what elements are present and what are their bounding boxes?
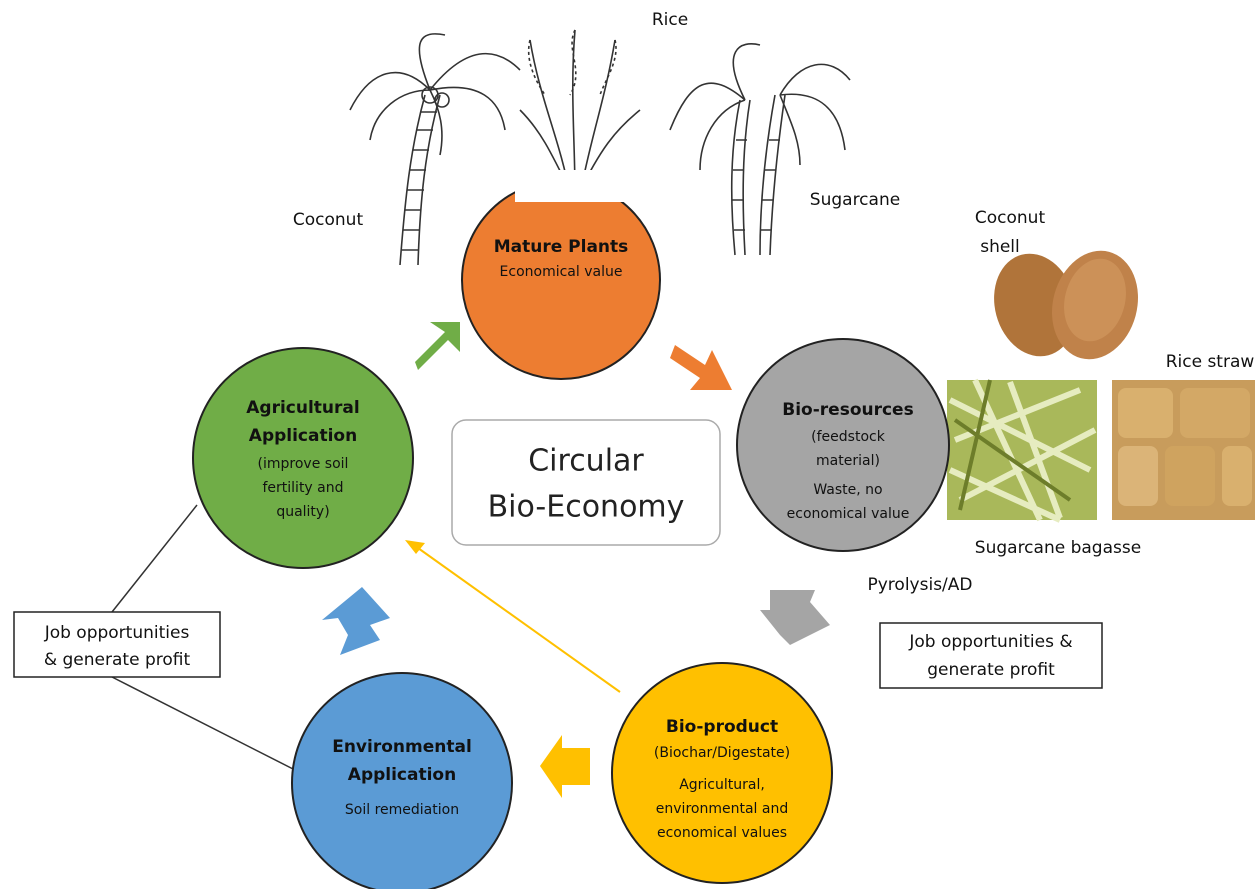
node-text: (feedstock	[811, 429, 886, 445]
box-text: Job opportunities &	[908, 632, 1072, 652]
node-text: Soil remediation	[345, 802, 459, 818]
node-circle	[612, 663, 832, 883]
label: Pyrolysis/AD	[868, 575, 973, 595]
node-text: Agricultural,	[679, 777, 765, 793]
node-text: (improve soil	[258, 456, 349, 472]
node-circle	[462, 181, 660, 379]
node-text: fertility and	[262, 480, 343, 496]
node-title: Environmental	[332, 737, 472, 757]
node-text: (Biochar/Digestate)	[654, 745, 790, 761]
label: shell	[980, 237, 1020, 257]
node-text: Waste, no	[813, 482, 882, 498]
node-title: Agricultural	[246, 398, 359, 418]
node-text: environmental and	[656, 801, 788, 817]
box-text: & generate profit	[44, 650, 191, 670]
node-text: material)	[816, 453, 880, 469]
arrow	[760, 590, 830, 645]
node-text: economical values	[657, 825, 787, 841]
sugarcane-sketch	[670, 44, 850, 255]
node-title: Mature Plants	[494, 237, 629, 257]
label: Sugarcane bagasse	[975, 538, 1141, 558]
center-text: Circular	[528, 444, 644, 479]
label: Rice	[652, 10, 688, 30]
label: Coconut	[975, 208, 1046, 228]
node-title: Application	[348, 765, 456, 785]
center-text: Bio-Economy	[488, 490, 685, 525]
label: Rice straw	[1166, 352, 1255, 372]
node-text: quality)	[276, 504, 329, 520]
center-box	[452, 420, 720, 545]
rice-straw-photo	[1112, 380, 1255, 520]
notch	[515, 170, 642, 202]
bagasse-photo	[947, 380, 1097, 520]
arrow	[670, 345, 732, 390]
node-title: Bio-resources	[782, 400, 913, 420]
label: Coconut	[293, 210, 364, 230]
box-text: generate profit	[927, 660, 1055, 680]
label: Sugarcane	[810, 190, 900, 210]
box-text: Job opportunities	[44, 623, 190, 643]
coconut-shell-photo	[983, 241, 1150, 369]
diagram: Rice Coconut Sugarcane Coconut shell Ric…	[0, 0, 1255, 889]
arrow	[415, 322, 460, 370]
node-title: Bio-product	[666, 717, 778, 737]
node-text: Economical value	[500, 264, 623, 280]
arrow	[540, 735, 590, 798]
node-text: economical value	[787, 506, 910, 522]
thin-arrow	[418, 548, 620, 692]
node-title: Application	[249, 426, 357, 446]
arrow	[322, 587, 390, 655]
